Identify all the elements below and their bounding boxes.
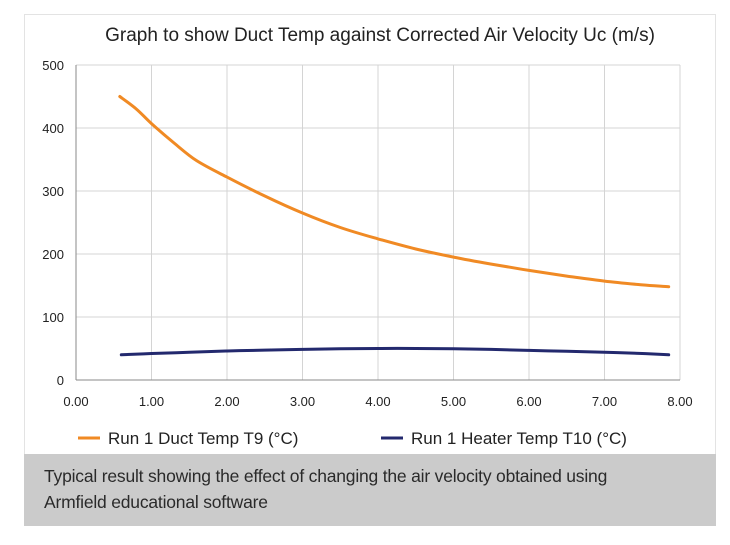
y-tick-label: 400 [42, 121, 64, 136]
axes: 0.00 1.00 2.00 3.00 4.00 5.00 6.00 7.00 8.00 0 100… [42, 58, 692, 409]
series-group [118, 95, 671, 357]
grid [76, 64, 681, 380]
y-tick-label: 0 [57, 373, 64, 388]
legend-label-1: Run 1 Duct Temp T9 (°C) [108, 429, 298, 448]
chart-frame [24, 14, 716, 526]
y-tick-label: 500 [42, 58, 64, 73]
x-tick-label: 6.00 [516, 394, 541, 409]
x-tick-label: 2.00 [214, 394, 239, 409]
caption-line-2: Armfield educational software [44, 492, 268, 512]
y-tick-label: 300 [42, 184, 64, 199]
x-tick-label: 4.00 [365, 394, 390, 409]
x-tick-label: 7.00 [592, 394, 617, 409]
x-tick-label: 0.00 [63, 394, 88, 409]
x-tick-label: 3.00 [290, 394, 315, 409]
series-line-1 [118, 95, 671, 289]
series-line-2 [119, 346, 671, 357]
chart-title: Graph to show Duct Temp against Correcte… [105, 25, 655, 46]
caption-box: Typical result showing the effect of cha… [24, 454, 716, 526]
x-tick-label: 5.00 [441, 394, 466, 409]
x-tick-label: 1.00 [139, 394, 164, 409]
legend-label-2: Run 1 Heater Temp T10 (°C) [411, 429, 627, 448]
y-tick-label: 200 [42, 247, 64, 262]
y-tick-label: 100 [42, 310, 64, 325]
caption-line-1: Typical result showing the effect of cha… [44, 466, 608, 486]
legend: Run 1 Duct Temp T9 (°C) Run 1 Heater Temp… [78, 429, 627, 448]
x-tick-label: 8.00 [667, 394, 692, 409]
